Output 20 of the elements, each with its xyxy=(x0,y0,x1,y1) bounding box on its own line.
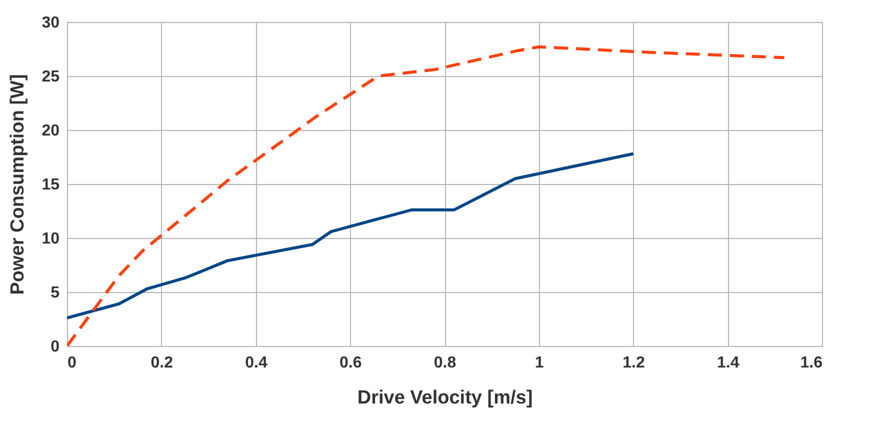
x-axis-title: Drive Velocity [m/s] xyxy=(357,388,533,408)
x-tick-label: 1.6 xyxy=(800,354,823,372)
y-tick-label: 20 xyxy=(42,122,60,140)
y-tick-label: 5 xyxy=(50,284,60,302)
y-tick-label: 15 xyxy=(42,176,60,194)
x-tick-label: 0.8 xyxy=(434,354,456,372)
y-tick-label: 10 xyxy=(42,230,60,248)
line-series xyxy=(67,45,786,346)
x-tick-label: 0.2 xyxy=(150,354,174,372)
x-tick-label: 0.4 xyxy=(245,354,268,372)
x-tick-label: 1.4 xyxy=(717,354,740,372)
y-axis-title: Power Consumption [W] xyxy=(8,74,29,295)
x-tick-label: 1.2 xyxy=(622,354,645,372)
y-tick-label: 25 xyxy=(42,68,60,86)
line-series xyxy=(67,152,635,320)
y-tick-label: 0 xyxy=(50,338,60,356)
x-tick-label: 1 xyxy=(534,354,544,372)
y-tick-label: 30 xyxy=(42,14,60,32)
x-tick-label: 0 xyxy=(68,354,76,372)
x-tick-label: 0.6 xyxy=(340,354,362,372)
